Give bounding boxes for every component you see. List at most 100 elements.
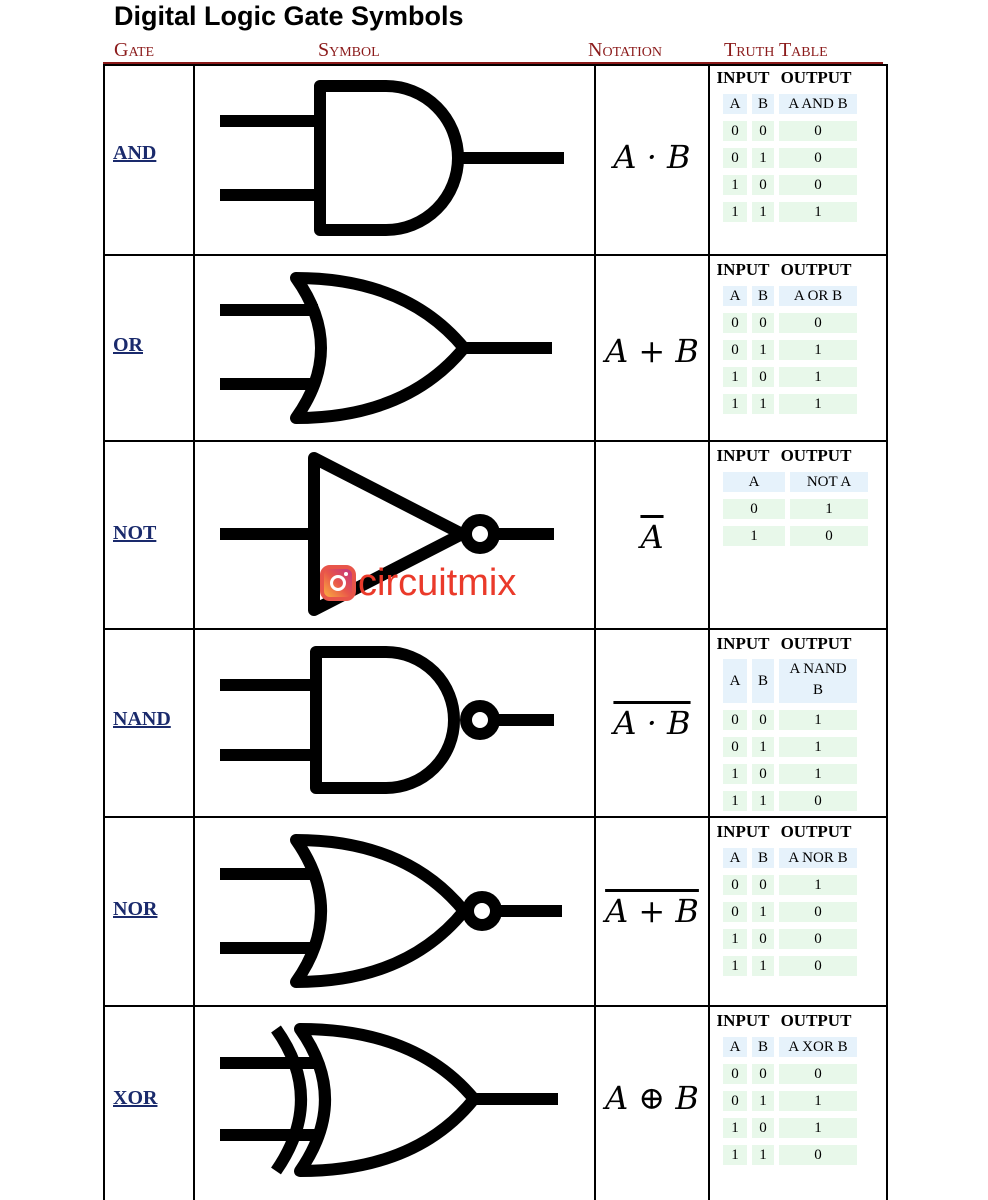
not-gate-icon [220,452,554,616]
grid-line [886,64,888,1200]
tt-cell: 0 [752,874,774,895]
column-header-notation: Notation [588,39,662,61]
tt-col-header: A NOR B [779,847,857,868]
grid-line [594,64,596,1200]
tt-cell: 0 [752,120,774,141]
nor-gate-icon [220,834,562,988]
tt-cell: 1 [752,201,774,222]
tt-output-label: OUTPUT [780,822,852,841]
tt-cell: 0 [752,1117,774,1138]
tt-cell: 1 [752,1090,774,1111]
tt-cell: 0 [779,928,857,949]
tt-cell: 0 [779,147,857,168]
tt-cell: 0 [790,525,868,546]
tt-cell: 0 [752,366,774,387]
header-rule [103,62,883,64]
tt-cell: 1 [779,366,857,387]
tt-cell: 0 [779,120,857,141]
tt-cell: 0 [723,312,747,333]
tt-cell: 0 [723,901,747,922]
tt-col-header: A NAND B [779,659,857,703]
tt-cell: 0 [752,174,774,195]
tt-cell: 0 [723,120,747,141]
notation-and: A · B [613,138,691,176]
notation-nor-text: A + B [605,892,699,930]
tt-col-header: NOT A [790,471,868,492]
xor-gate-icon [220,1023,558,1177]
tt-col-header: B [752,285,774,306]
tt-cell: 1 [752,790,774,811]
grid-line [103,816,888,818]
tt-col-header: A [723,1036,747,1057]
tt-cell: 1 [723,366,747,387]
tt-cell: 0 [779,901,857,922]
tt-cell: 1 [723,174,747,195]
tt-cell: 0 [723,339,747,360]
tt-cell: 1 [723,763,747,784]
gate-name-xor: XOR [113,1087,158,1109]
tt-cell: 1 [752,736,774,757]
tt-cell: 0 [779,1144,857,1165]
tt-cell: 0 [779,790,857,811]
gate-name-and: AND [113,142,157,164]
notation-not: A [598,518,706,556]
tt-cell: 1 [779,393,857,414]
tt-cell: 1 [790,498,868,519]
tt-cell: 0 [779,1063,857,1084]
tt-col-header: A [723,471,785,492]
gate-name-nor: NOR [113,898,158,920]
tt-cell: 0 [723,1090,747,1111]
gate-name-or: OR [113,334,143,356]
tt-output-label: OUTPUT [780,260,852,279]
column-header-symbol: Symbol [318,39,380,61]
tt-cell: 0 [752,1063,774,1084]
notation-or: A + B [605,332,699,370]
grid-line [103,440,888,442]
nand-gate-icon [220,646,554,794]
tt-cell: 0 [779,174,857,195]
column-header-gate: Gate [114,39,155,61]
notation-nand-text: A · B [613,704,691,742]
tt-cell: 1 [779,201,857,222]
gate-name-nand: NAND [113,708,171,730]
tt-cell: 1 [779,763,857,784]
page-title: Digital Logic Gate Symbols [114,1,464,31]
tt-cell: 1 [779,1117,857,1138]
tt-col-header: A AND B [779,93,857,114]
tt-input-label: INPUT [716,1011,770,1030]
grid-line [193,64,195,1200]
tt-col-header: B [752,93,774,114]
tt-output-label: OUTPUT [780,1011,852,1030]
column-header-truth-table: Truth Table [724,39,828,61]
notation-not-text: A [640,518,664,556]
tt-col-header: B [752,659,774,703]
tt-cell: 1 [779,874,857,895]
tt-cell: 1 [752,393,774,414]
tt-cell: 1 [723,201,747,222]
tt-cell: 1 [779,736,857,757]
tt-col-header: A OR B [779,285,857,306]
notation-nand: A · B [598,704,706,742]
grid-line [103,254,888,256]
grid-line [103,64,105,1200]
tt-col-header: B [752,1036,774,1057]
